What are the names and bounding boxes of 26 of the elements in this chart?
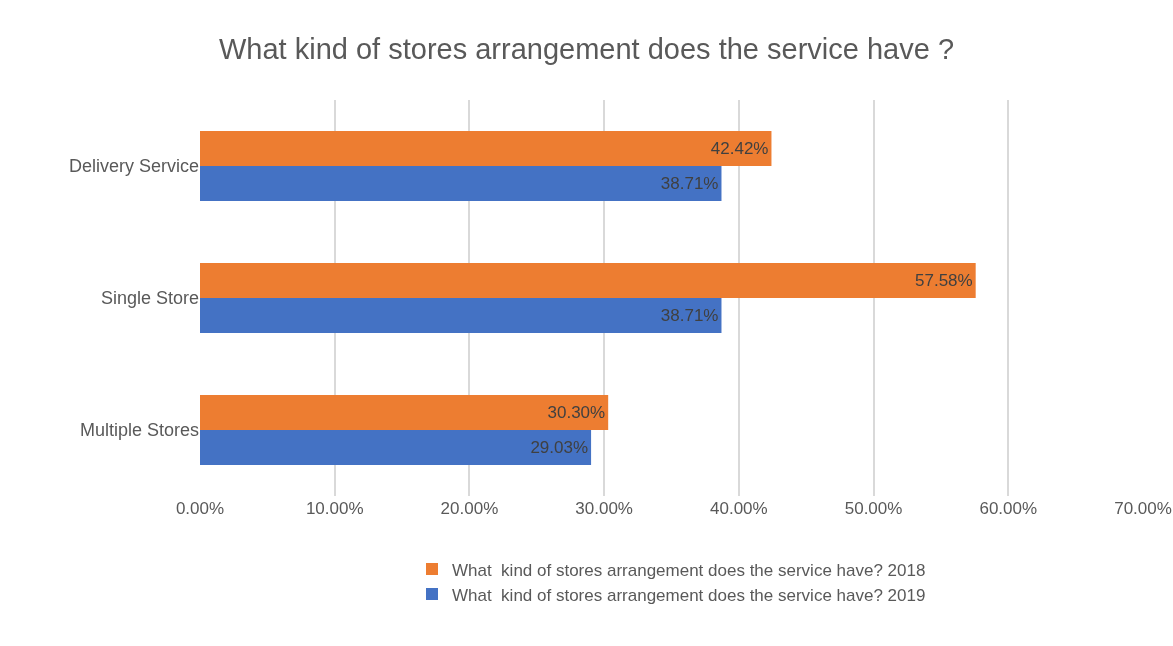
x-tick-label: 70.00% <box>1114 499 1172 518</box>
bar <box>200 395 609 430</box>
data-label: 38.71% <box>660 173 719 193</box>
y-tick-label: Delivery Service <box>68 156 199 177</box>
x-tick-label: 30.00% <box>575 499 633 518</box>
x-tick-label: 10.00% <box>305 499 364 518</box>
data-label: 30.30% <box>547 403 606 423</box>
data-label: 42.42% <box>710 139 769 159</box>
bar <box>200 430 592 465</box>
bar <box>200 166 722 201</box>
bar <box>200 131 772 166</box>
legend-label: What kind of stores arrangement does the service have? 2018 <box>452 560 926 580</box>
x-tick-label: 50.00% <box>844 499 903 518</box>
x-tick-label: 60.00% <box>979 499 1038 518</box>
y-tick-label: Multiple Stores <box>79 420 199 441</box>
chart-title: What kind of stores arrangement does the service have ? <box>218 33 955 66</box>
bar <box>200 298 722 333</box>
data-label: 38.71% <box>660 305 719 325</box>
bar <box>200 263 976 298</box>
data-label: 29.03% <box>530 437 589 457</box>
legend-label: What kind of stores arrangement does the service have? 2019 <box>452 585 926 605</box>
data-label: 57.58% <box>915 271 973 291</box>
x-tick-label: 0.00% <box>175 499 225 518</box>
x-tick-label: 20.00% <box>440 499 499 518</box>
y-tick-label: Single Store <box>100 288 199 309</box>
x-tick-label: 40.00% <box>710 499 768 518</box>
